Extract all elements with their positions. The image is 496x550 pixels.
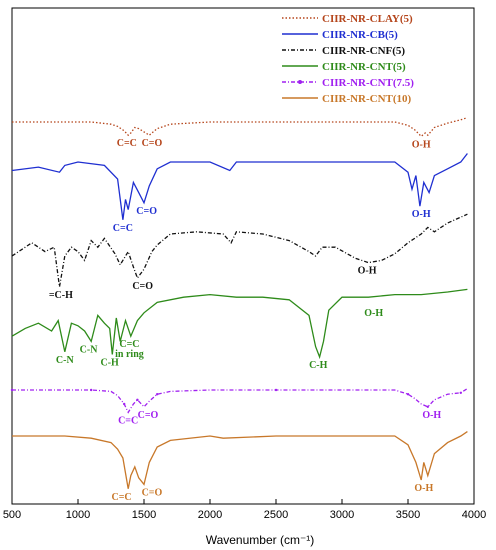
x-tick-label: 1000 — [66, 509, 90, 521]
peak-annotation: C-H — [101, 357, 120, 368]
peak-annotation: O-H — [422, 410, 441, 421]
legend-entry: CIIR-NR-CLAY(5) — [322, 13, 413, 25]
x-axis-label: Wavenumber (cm⁻¹) — [206, 533, 315, 547]
peak-annotation: =C-H — [49, 290, 73, 301]
x-tick-label: 3000 — [330, 509, 354, 521]
peak-annotation: C=C — [118, 415, 138, 426]
x-tick-label: 3500 — [396, 509, 420, 521]
peak-annotation: C=C — [113, 223, 133, 234]
peak-annotation: O-H — [414, 483, 433, 494]
series-point — [406, 393, 410, 396]
peak-annotation: O-H — [412, 209, 431, 220]
peak-annotation: C=C — [119, 339, 139, 350]
peak-annotation: O-H — [358, 266, 377, 277]
peak-annotation: C=C — [111, 492, 131, 503]
peak-annotation: C=O — [142, 138, 163, 149]
peak-annotation: C=C — [117, 138, 137, 149]
x-tick-label: 2000 — [198, 509, 222, 521]
peak-annotation: C-N — [80, 344, 99, 355]
peak-annotation: C-N — [56, 355, 75, 366]
series-point — [136, 398, 139, 401]
peak-annotation: C-H — [309, 360, 328, 371]
x-tick-label: 1500 — [132, 509, 156, 521]
x-tick-label: 4000 — [462, 509, 486, 521]
peak-annotation: C=O — [142, 487, 163, 498]
peak-annotation: O-H — [364, 308, 383, 319]
peak-annotation: C=O — [136, 206, 157, 217]
series-point — [10, 388, 14, 392]
legend-entry: CIIR-NR-CB(5) — [322, 29, 398, 41]
legend-entry: CIIR-NR-CNT(10) — [322, 93, 412, 105]
series-line-2 — [11, 153, 468, 220]
series-point — [459, 391, 462, 394]
series-line-3 — [11, 213, 468, 287]
series-point — [90, 388, 93, 392]
legend-entry: CIIR-NR-CNT(7.5) — [322, 77, 414, 89]
series-line-6 — [12, 431, 468, 489]
series-point — [156, 393, 159, 396]
series-point — [274, 388, 278, 392]
legend-marker — [298, 80, 302, 84]
series-line-1 — [12, 116, 468, 138]
peak-annotation: C=O — [138, 410, 159, 421]
series-line-4 — [11, 288, 468, 360]
legend-entry: CIIR-NR-CNT(5) — [322, 61, 406, 73]
legend-entry: CIIR-NR-CNF(5) — [322, 45, 405, 57]
series-line-5 — [12, 388, 468, 414]
series-point — [426, 405, 429, 408]
peak-annotation: C=O — [132, 281, 153, 292]
series-point — [123, 402, 126, 406]
peak-annotation: in ring — [115, 349, 144, 360]
x-tick-label: 500 — [3, 509, 21, 521]
x-tick-label: 2500 — [264, 509, 288, 521]
peak-annotation: O-H — [412, 139, 431, 150]
